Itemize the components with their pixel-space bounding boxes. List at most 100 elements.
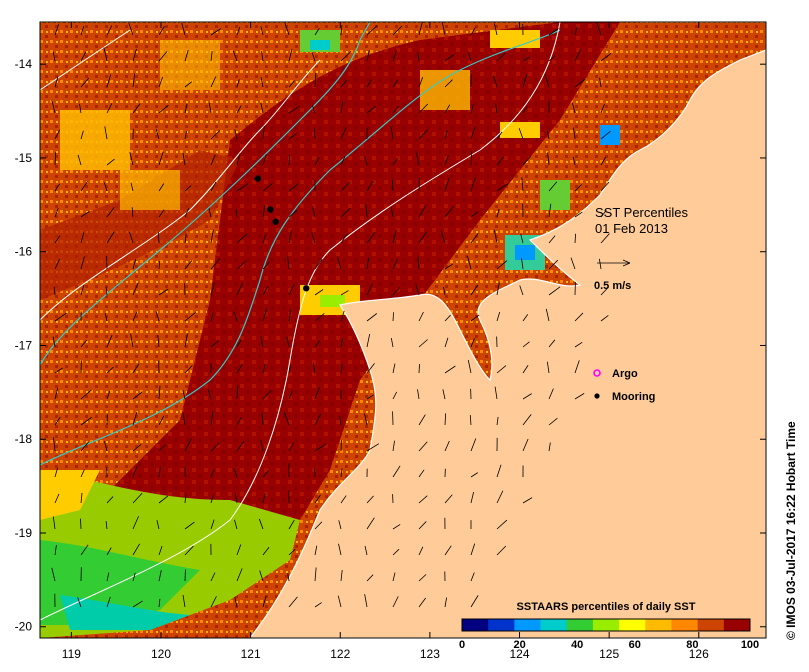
colorbar-tick-label: 40 bbox=[571, 639, 583, 651]
current-vector bbox=[418, 574, 427, 582]
current-vector bbox=[54, 467, 58, 478]
current-vector bbox=[496, 311, 501, 322]
current-vector bbox=[441, 22, 446, 36]
colorbar-swatch bbox=[566, 619, 594, 631]
current-vector bbox=[132, 103, 141, 114]
current-vector bbox=[210, 519, 215, 530]
vector-scale-label: 0.5 m/s bbox=[594, 280, 631, 292]
current-vector bbox=[364, 545, 368, 556]
current-vector bbox=[520, 233, 524, 244]
current-vector bbox=[546, 130, 550, 140]
current-vector bbox=[522, 155, 532, 166]
current-vector bbox=[80, 416, 92, 426]
current-vector bbox=[288, 364, 291, 374]
current-vector bbox=[184, 365, 193, 374]
current-vector bbox=[54, 76, 59, 88]
current-vector bbox=[158, 570, 162, 582]
colorbar-swatch bbox=[488, 619, 515, 631]
current-vector bbox=[236, 568, 243, 582]
current-vector bbox=[548, 55, 556, 62]
colorbar-swatch bbox=[697, 619, 725, 631]
current-vector bbox=[522, 414, 532, 426]
current-vector bbox=[418, 103, 429, 114]
current-vector bbox=[340, 155, 346, 166]
current-vector bbox=[391, 179, 394, 192]
current-vector bbox=[262, 204, 266, 218]
current-vector bbox=[132, 48, 137, 62]
current-vector bbox=[210, 258, 221, 270]
current-vector bbox=[53, 286, 56, 296]
current-vector bbox=[234, 597, 238, 608]
current-vector bbox=[158, 209, 165, 218]
current-vector bbox=[600, 53, 612, 62]
current-vector bbox=[158, 288, 169, 296]
current-vector bbox=[314, 340, 321, 348]
current-vector bbox=[157, 335, 160, 348]
colorbar-title: SSTAARS percentiles of daily SST bbox=[517, 601, 696, 613]
current-vector bbox=[54, 367, 63, 374]
current-vector bbox=[390, 126, 394, 140]
current-vector bbox=[157, 231, 160, 244]
current-vector bbox=[288, 154, 291, 166]
current-vector bbox=[54, 258, 60, 270]
current-vector bbox=[600, 103, 605, 114]
current-vector bbox=[574, 27, 578, 36]
current-vector bbox=[573, 127, 576, 140]
current-vector bbox=[444, 206, 454, 218]
current-vector bbox=[314, 567, 317, 582]
current-vector bbox=[288, 80, 295, 88]
current-vector bbox=[574, 184, 583, 192]
mooring-point bbox=[303, 285, 310, 292]
colorbar-tick-label: 80 bbox=[686, 639, 698, 651]
current-vector bbox=[314, 289, 324, 296]
current-vector bbox=[546, 361, 550, 374]
current-vector bbox=[392, 158, 398, 166]
current-vector bbox=[340, 310, 345, 322]
current-vector bbox=[54, 235, 61, 244]
current-vector bbox=[417, 389, 420, 400]
current-vector bbox=[366, 495, 374, 504]
current-vector bbox=[54, 129, 61, 140]
current-vector bbox=[158, 51, 168, 62]
current-vector bbox=[287, 572, 290, 582]
current-vector bbox=[467, 52, 472, 62]
current-vector bbox=[392, 229, 397, 244]
current-vector bbox=[210, 181, 217, 192]
current-vector bbox=[314, 387, 320, 400]
current-vector bbox=[340, 468, 343, 478]
current-vector bbox=[155, 311, 160, 322]
x-tick-label: 124 bbox=[510, 647, 530, 661]
current-vector bbox=[493, 75, 498, 88]
current-vector bbox=[470, 572, 475, 582]
current-vector bbox=[364, 594, 368, 608]
current-vector bbox=[522, 314, 529, 322]
current-vector bbox=[314, 313, 325, 322]
current-vector bbox=[132, 258, 137, 270]
current-vector bbox=[366, 50, 370, 62]
current-vector bbox=[106, 366, 114, 374]
current-vector bbox=[103, 182, 108, 192]
current-vector bbox=[418, 441, 428, 452]
current-vector bbox=[288, 596, 298, 608]
mooring-point bbox=[267, 206, 274, 213]
current-vector bbox=[392, 596, 399, 608]
current-vector bbox=[288, 230, 292, 244]
current-vector bbox=[496, 545, 507, 556]
current-vector bbox=[470, 338, 475, 348]
current-vector bbox=[392, 465, 401, 478]
current-vector bbox=[444, 545, 452, 556]
current-vector bbox=[283, 411, 290, 426]
current-vector bbox=[236, 363, 243, 374]
current-vector bbox=[443, 286, 446, 296]
current-vector bbox=[311, 52, 316, 62]
current-vector bbox=[236, 26, 241, 36]
current-vector bbox=[444, 337, 449, 348]
current-vector bbox=[522, 497, 533, 504]
current-vector bbox=[496, 156, 505, 166]
current-vector bbox=[314, 413, 322, 426]
current-vector bbox=[444, 365, 456, 374]
current-vector bbox=[548, 339, 556, 348]
sst-field bbox=[40, 22, 766, 638]
colorbar-swatch bbox=[540, 619, 568, 631]
current-vector bbox=[54, 416, 61, 426]
